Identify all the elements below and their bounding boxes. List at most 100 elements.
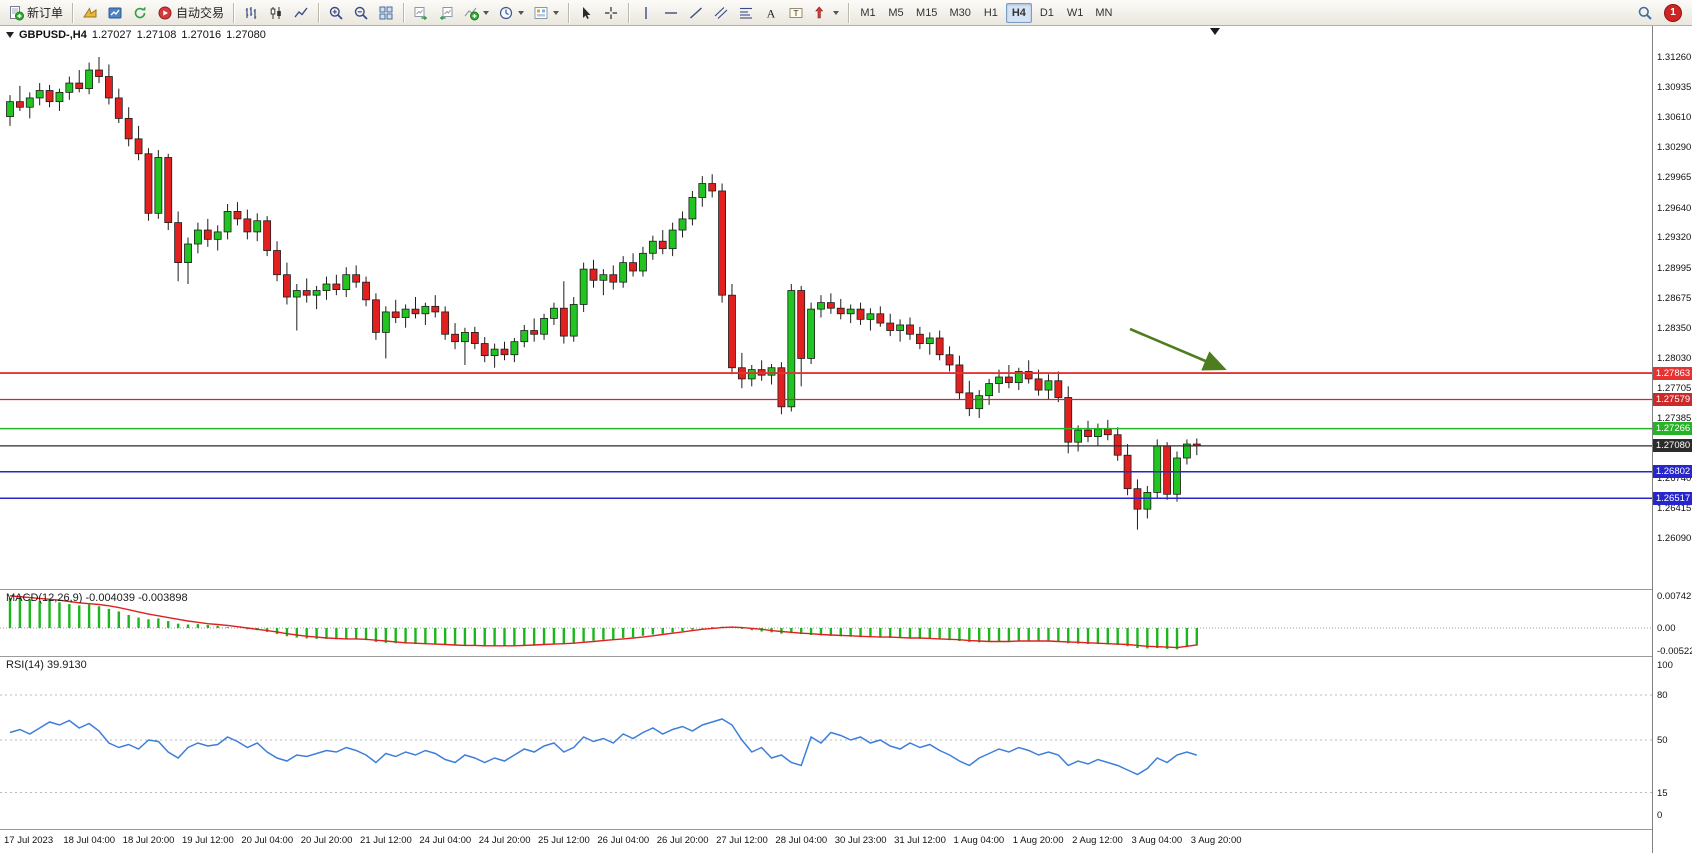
arrows-button[interactable] xyxy=(809,2,843,24)
toolbar-separator xyxy=(233,2,235,23)
clock-icon xyxy=(498,5,514,21)
search-button[interactable] xyxy=(1633,2,1657,24)
new-order-button[interactable]: 新订单 xyxy=(4,2,67,24)
price-axis-label: 1.29640 xyxy=(1657,202,1692,214)
line-chart-icon xyxy=(293,5,309,21)
refresh-button[interactable] xyxy=(128,2,152,24)
profiles-icon xyxy=(107,5,123,21)
indicators-button[interactable] xyxy=(459,2,493,24)
toolbar-separator xyxy=(848,2,850,23)
rsi-axis-label: 100 xyxy=(1657,660,1673,671)
autotrading-icon xyxy=(157,5,173,21)
template-icon xyxy=(533,5,549,21)
channel-button[interactable] xyxy=(709,2,733,24)
macd-panel[interactable]: MACD(12,26,9) -0.004039 -0.003898 xyxy=(0,590,1652,657)
crosshair-button[interactable] xyxy=(599,2,623,24)
price-axis-label: 1.30290 xyxy=(1657,142,1692,154)
vertical-line-button[interactable] xyxy=(634,2,658,24)
chart-title: GBPUSD-,H4 1.27027 1.27108 1.27016 1.270… xyxy=(6,29,266,41)
fibonacci-button[interactable] xyxy=(734,2,758,24)
macd-axis-label: 0.007427 xyxy=(1657,590,1692,602)
time-axis-label: 28 Jul 04:00 xyxy=(775,835,828,846)
auto-scroll-icon xyxy=(413,5,429,21)
chart-shift-marker[interactable] xyxy=(1210,28,1220,35)
timeframe-w1-button[interactable]: W1 xyxy=(1062,3,1089,23)
new-chart-button[interactable] xyxy=(78,2,102,24)
chart-shift-button[interactable] xyxy=(434,2,458,24)
timeframe-m30-button[interactable]: M30 xyxy=(944,3,975,23)
price-tag: 1.26802 xyxy=(1653,465,1692,479)
channel-icon xyxy=(713,5,729,21)
price-axis-label: 1.26415 xyxy=(1657,502,1692,514)
symbol-period-label: GBPUSD-,H4 xyxy=(19,29,87,41)
zoom-out-button[interactable] xyxy=(349,2,373,24)
toolbar-right-group: 1 xyxy=(1633,2,1682,24)
zoom-in-button[interactable] xyxy=(324,2,348,24)
timeframe-d1-button[interactable]: D1 xyxy=(1034,3,1060,23)
time-axis-label: 2 Aug 12:00 xyxy=(1072,835,1123,846)
zoom-in-icon xyxy=(328,5,344,21)
text-label-icon: T xyxy=(788,5,804,21)
chart-shift-icon xyxy=(438,5,454,21)
rsi-label: RSI(14) 39.9130 xyxy=(6,659,87,671)
time-axis-label: 27 Jul 12:00 xyxy=(716,835,768,846)
candlestick-icon xyxy=(268,5,284,21)
toolbar: 新订单 自动交易 A T M1 xyxy=(0,0,1692,26)
time-axis-label: 1 Aug 04:00 xyxy=(953,835,1005,846)
macd-chart xyxy=(0,595,1652,650)
time-axis-label: 26 Jul 20:00 xyxy=(656,835,709,846)
price-axis-label: 1.28995 xyxy=(1657,262,1692,274)
fibonacci-icon xyxy=(738,5,754,21)
macd-axis-label: 0.00 xyxy=(1657,623,1676,634)
timeframe-m1-button[interactable]: M1 xyxy=(855,3,881,23)
crosshair-icon xyxy=(603,5,619,21)
price-axis-label: 1.27705 xyxy=(1657,382,1692,394)
indicators-icon xyxy=(463,5,480,21)
time-axis-label: 31 Jul 12:00 xyxy=(894,835,946,846)
rsi-line xyxy=(9,718,1198,776)
time-axis-label: 17 Jul 2023 xyxy=(4,835,54,846)
price-axis[interactable]: 1.31260 1.30935 1.30610 1.30290 1.29965 1.296… xyxy=(1652,26,1692,853)
timeframe-m15-button[interactable]: M15 xyxy=(911,3,942,23)
line-chart-mode-button[interactable] xyxy=(289,2,313,24)
text-button[interactable]: A xyxy=(759,2,783,24)
time-axis-label: 25 Jul 12:00 xyxy=(538,835,590,846)
notifications-badge[interactable]: 1 xyxy=(1664,3,1682,22)
zoom-out-icon xyxy=(353,5,369,21)
bar-chart-mode-button[interactable] xyxy=(239,2,263,24)
one-click-trading-toggle[interactable] xyxy=(6,32,14,38)
tile-windows-button[interactable] xyxy=(374,2,398,24)
arrow-annotation[interactable] xyxy=(1129,327,1227,371)
periods-button[interactable] xyxy=(494,2,528,24)
time-axis-label: 21 Jul 12:00 xyxy=(360,835,412,846)
timeframe-h1-button[interactable]: H1 xyxy=(978,3,1004,23)
text-label-button[interactable]: T xyxy=(784,2,808,24)
search-icon xyxy=(1637,5,1653,21)
ohlc-open: 1.27027 xyxy=(91,29,132,41)
timeframe-m5-button[interactable]: M5 xyxy=(883,3,909,23)
time-axis[interactable]: 17 Jul 2023 18 Jul 04:00 18 Jul 20:00 19 Ju… xyxy=(0,830,1652,853)
timeframe-mn-button[interactable]: MN xyxy=(1090,3,1117,23)
timeframe-h4-button[interactable]: H4 xyxy=(1005,2,1032,23)
candlestick-mode-button[interactable] xyxy=(264,2,288,24)
profiles-button[interactable] xyxy=(103,2,127,24)
price-tag: 1.27266 xyxy=(1653,422,1692,436)
price-tag: 1.27080 xyxy=(1653,439,1692,453)
time-axis-label: 30 Jul 23:00 xyxy=(834,835,887,846)
bar-chart-icon xyxy=(243,5,259,21)
rsi-panel[interactable]: RSI(14) 39.9130 xyxy=(0,657,1652,830)
toolbar-separator xyxy=(628,2,630,23)
cursor-button[interactable] xyxy=(574,2,598,24)
trendline-button[interactable] xyxy=(684,2,708,24)
svg-text:A: A xyxy=(767,6,776,20)
time-axis-label: 26 Jul 04:00 xyxy=(597,835,650,846)
main-chart-panel[interactable]: GBPUSD-,H4 1.27027 1.27108 1.27016 1.270… xyxy=(0,26,1652,590)
auto-scroll-button[interactable] xyxy=(409,2,433,24)
horizontal-line-button[interactable] xyxy=(659,2,683,24)
autotrading-button[interactable]: 自动交易 xyxy=(153,2,228,24)
ohlc-low: 1.27016 xyxy=(181,29,222,41)
time-axis-label: 19 Jul 12:00 xyxy=(182,835,234,846)
toolbar-separator xyxy=(403,2,405,23)
templates-button[interactable] xyxy=(529,2,563,24)
